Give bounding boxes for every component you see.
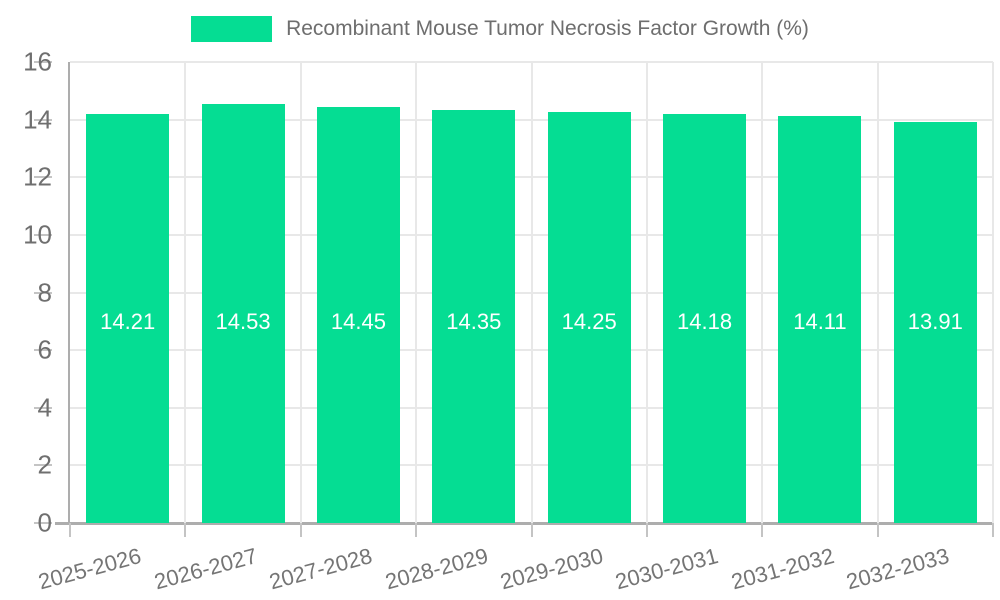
gridline-vertical <box>876 62 879 523</box>
x-tick-label: 2031-2032 <box>728 543 837 595</box>
bar-value-label: 14.53 <box>215 309 271 334</box>
y-tick-label: 14 <box>23 104 52 135</box>
y-tick-mark <box>34 291 52 294</box>
bar[interactable] <box>663 114 747 523</box>
y-tick-label: 6 <box>37 334 52 365</box>
x-tick-mark <box>184 523 187 537</box>
x-tick-label: 2026-2027 <box>151 543 260 595</box>
x-tick-mark <box>415 523 418 537</box>
gridline-vertical <box>415 62 418 523</box>
gridline-vertical <box>184 62 187 523</box>
y-tick-mark <box>34 61 52 63</box>
bar-value-label: 14.35 <box>446 309 502 334</box>
x-tick-label: 2027-2028 <box>266 543 375 595</box>
y-tick-mark <box>34 406 52 409</box>
x-axis-labels: 2025-2026 2026-2027 2027-2028 2028-2029 2029… <box>36 523 994 600</box>
legend-label: Recombinant Mouse Tumor Necrosis Factor … <box>286 17 809 40</box>
bar[interactable] <box>316 106 400 523</box>
legend-swatch-icon <box>191 16 273 42</box>
x-tick-mark <box>761 523 764 537</box>
bar[interactable] <box>432 109 516 523</box>
x-tick-mark <box>645 523 648 537</box>
y-tick-label: 2 <box>37 449 52 480</box>
x-tick-label: 2025-2026 <box>36 543 145 595</box>
bar-value-label: 14.11 <box>793 309 847 334</box>
gridline-vertical <box>761 62 764 523</box>
legend-item[interactable]: Recombinant Mouse Tumor Necrosis Factor … <box>0 16 1000 42</box>
bar[interactable] <box>893 122 977 523</box>
y-tick-mark <box>34 522 52 524</box>
y-tick-label: 4 <box>37 392 52 423</box>
x-tick-mark <box>992 523 994 537</box>
y-tick-label: 12 <box>23 161 52 192</box>
y-tick-label: 8 <box>37 277 52 307</box>
x-tick-label: 2029-2030 <box>497 543 606 595</box>
x-tick-label: 2032-2033 <box>843 543 952 595</box>
bar[interactable] <box>86 113 170 523</box>
gridline-vertical <box>645 62 648 523</box>
gridline-vertical <box>299 62 302 523</box>
x-axis-line <box>55 522 993 525</box>
x-tick-mark <box>69 523 71 537</box>
gridline-vertical <box>992 62 994 523</box>
x-tick-label: 2030-2031 <box>612 543 722 595</box>
y-axis-labels: 0 2 4 6 8 10 12 14 16 <box>0 47 52 538</box>
y-tick-mark <box>34 464 52 467</box>
bar[interactable] <box>778 116 862 523</box>
y-tick-label: 16 <box>23 46 52 77</box>
x-tick-mark <box>876 523 879 537</box>
y-axis-line <box>68 62 70 524</box>
bar-value-label: 13.91 <box>907 309 963 334</box>
y-tick-mark <box>34 349 52 352</box>
bar-value-label: 14.25 <box>561 309 617 334</box>
gridline-vertical <box>530 62 533 523</box>
y-tick-label: 0 <box>37 507 52 538</box>
y-tick-mark <box>34 176 52 179</box>
bar-value-label: 14.45 <box>330 309 386 334</box>
y-tick-mark <box>34 118 52 121</box>
y-tick-label: 10 <box>23 219 52 250</box>
plot-area: 14.21 14.53 14.45 14.35 14.25 14.18 14.11 13.91 <box>70 61 994 523</box>
bar-value-label: 14.18 <box>677 309 733 334</box>
bar[interactable] <box>547 112 631 523</box>
x-tick-mark <box>530 523 533 537</box>
x-tick-label: 2028-2029 <box>382 543 491 595</box>
y-tick-mark <box>34 233 52 236</box>
bar-value-label: 14.21 <box>100 309 156 334</box>
bar[interactable] <box>201 104 285 523</box>
x-tick-mark <box>299 523 302 537</box>
